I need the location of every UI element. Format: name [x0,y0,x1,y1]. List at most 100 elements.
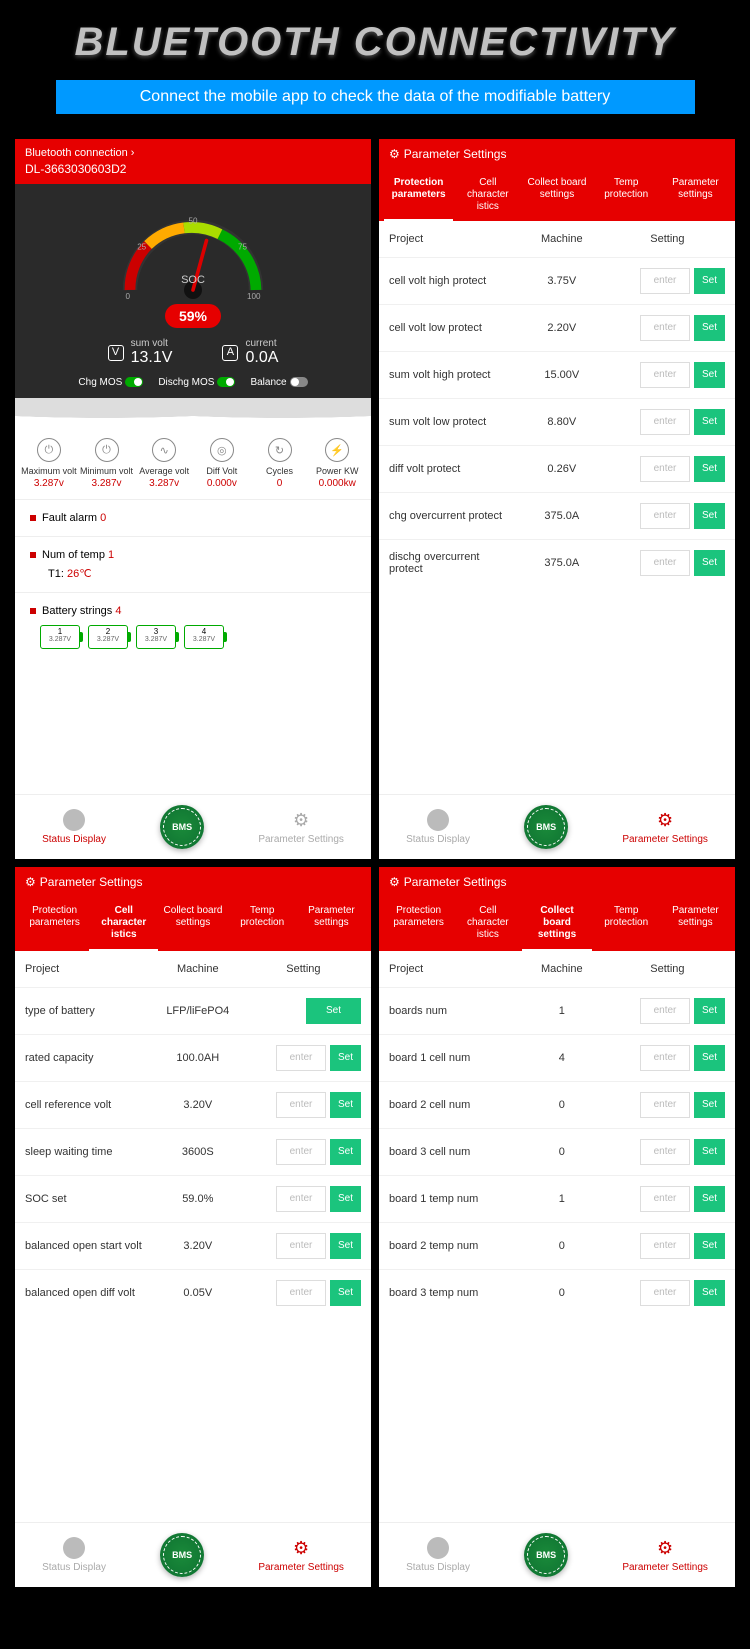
balance-toggle[interactable]: Balance [250,377,307,388]
set-button[interactable]: Set [694,550,725,576]
tab-item[interactable]: Cell character istics [453,897,522,951]
settings-tabs: Protection parametersCell character isti… [379,169,735,221]
set-button[interactable]: Set [694,268,725,294]
param-row: cell reference volt 3.20V enterSet [15,1081,371,1128]
set-button[interactable]: Set [330,1186,361,1212]
enter-input[interactable]: enter [276,1045,326,1071]
tab-item[interactable]: Parameter settings [661,897,730,951]
enter-input[interactable]: enter [640,1045,690,1071]
set-button[interactable]: Set [694,315,725,341]
settings-icon: ⚙ [654,1537,676,1559]
enter-input[interactable]: enter [640,550,690,576]
nav-parameter-settings[interactable]: ⚙ Parameter Settings [258,1537,344,1573]
set-button[interactable]: Set [330,1092,361,1118]
enter-input[interactable]: enter [276,1092,326,1118]
enter-input[interactable]: enter [640,1280,690,1306]
bms-button[interactable]: BMS [524,805,568,849]
stat-item: ⏻ Minimum volt 3.287v [78,438,136,489]
nav-status-display[interactable]: Status Display [406,1537,470,1573]
tab-item[interactable]: Temp protection [592,169,661,221]
set-button[interactable]: Set [330,1139,361,1165]
enter-input[interactable]: enter [640,268,690,294]
battery-cell: 43.287V [184,625,224,649]
enter-input[interactable]: enter [640,456,690,482]
enter-input[interactable]: enter [640,362,690,388]
tab-item[interactable]: Parameter settings [297,897,366,951]
set-button[interactable]: Set [694,1186,725,1212]
param-row: sum volt low protect 8.80V enterSet [379,398,735,445]
enter-input[interactable]: enter [640,1186,690,1212]
tab-item[interactable]: Parameter settings [661,169,730,221]
enter-input[interactable]: enter [276,1186,326,1212]
enter-input[interactable]: enter [276,1233,326,1259]
hero-title: BLUETOOTH CONNECTIVITY [20,20,730,65]
screen-cell-characteristics: ⚙Parameter Settings Protection parameter… [15,867,371,1587]
screenshots-grid: Bluetooth connection › DL-3663030603D2 0… [0,124,750,1602]
param-row: boards num 1 enterSet [379,987,735,1034]
tab-item[interactable]: Temp protection [592,897,661,951]
chg-mos-toggle[interactable]: Chg MOS [78,377,143,388]
sum-volt-display: V sum volt 13.1V [108,338,173,367]
settings-header: ⚙Parameter Settings [15,867,371,897]
set-button[interactable]: Set [694,456,725,482]
soc-gauge: 0 25 50 75 100 SOC [103,199,283,309]
enter-input[interactable]: enter [640,1092,690,1118]
bms-button[interactable]: BMS [160,805,204,849]
set-button[interactable]: Set [694,503,725,529]
bms-button[interactable]: BMS [524,1533,568,1577]
enter-input[interactable]: enter [276,1139,326,1165]
param-row: cell volt high protect 3.75V enterSet [379,257,735,304]
settings-tabs: Protection parametersCell character isti… [379,897,735,951]
tab-item[interactable]: Cell character istics [89,897,158,951]
set-button[interactable]: Set [694,1139,725,1165]
bms-button[interactable]: BMS [160,1533,204,1577]
set-button[interactable]: Set [694,409,725,435]
nav-status-display[interactable]: Status Display [42,809,106,845]
nav-parameter-settings[interactable]: ⚙ Parameter Settings [622,809,708,845]
set-button[interactable]: Set [694,362,725,388]
tab-item[interactable]: Protection parameters [20,897,89,951]
settings-icon: ⚙ [290,809,312,831]
enter-input[interactable]: enter [640,315,690,341]
tab-item[interactable]: Temp protection [228,897,297,951]
bottom-nav: Status Display BMS ⚙ Parameter Settings [379,794,735,859]
svg-text:25: 25 [137,243,146,252]
set-button[interactable]: Set [694,1233,725,1259]
table-header: ProjectMachineSetting [379,221,735,257]
dischg-mos-toggle[interactable]: Dischg MOS [158,377,235,388]
enter-input[interactable]: enter [640,409,690,435]
enter-input[interactable]: enter [640,998,690,1024]
tab-item[interactable]: Protection parameters [384,169,453,221]
fault-alarm-section: Fault alarm 0 [15,500,371,537]
tab-item[interactable]: Collect board settings [522,169,591,221]
set-button[interactable]: Set [330,1045,361,1071]
stat-icon: ↻ [268,438,292,462]
set-button[interactable]: Set [306,998,361,1024]
set-button[interactable]: Set [330,1280,361,1306]
stats-row: ⏻ Maximum volt 3.287v ⏻ Minimum volt 3.2… [15,428,371,500]
enter-input[interactable]: enter [640,1233,690,1259]
param-row: board 3 cell num 0 enterSet [379,1128,735,1175]
set-button[interactable]: Set [694,1092,725,1118]
enter-input[interactable]: enter [640,503,690,529]
tab-item[interactable]: Cell character istics [453,169,522,221]
enter-input[interactable]: enter [640,1139,690,1165]
tab-item[interactable]: Collect board settings [158,897,227,951]
enter-input[interactable]: enter [276,1280,326,1306]
settings-header: ⚙Parameter Settings [379,867,735,897]
nav-parameter-settings[interactable]: ⚙ Parameter Settings [258,809,344,845]
param-row: balanced open diff volt 0.05V enterSet [15,1269,371,1316]
set-button[interactable]: Set [694,998,725,1024]
bluetooth-link[interactable]: Bluetooth connection › [25,147,361,159]
param-row: sleep waiting time 3600S enterSet [15,1128,371,1175]
bottom-nav: Status Display BMS ⚙ Parameter Settings [15,1522,371,1587]
nav-status-display[interactable]: Status Display [42,1537,106,1573]
tab-item[interactable]: Collect board settings [522,897,591,951]
tab-item[interactable]: Protection parameters [384,897,453,951]
nav-status-display[interactable]: Status Display [406,809,470,845]
nav-parameter-settings[interactable]: ⚙ Parameter Settings [622,1537,708,1573]
set-button[interactable]: Set [694,1045,725,1071]
stat-item: ⏻ Maximum volt 3.287v [20,438,78,489]
set-button[interactable]: Set [694,1280,725,1306]
set-button[interactable]: Set [330,1233,361,1259]
